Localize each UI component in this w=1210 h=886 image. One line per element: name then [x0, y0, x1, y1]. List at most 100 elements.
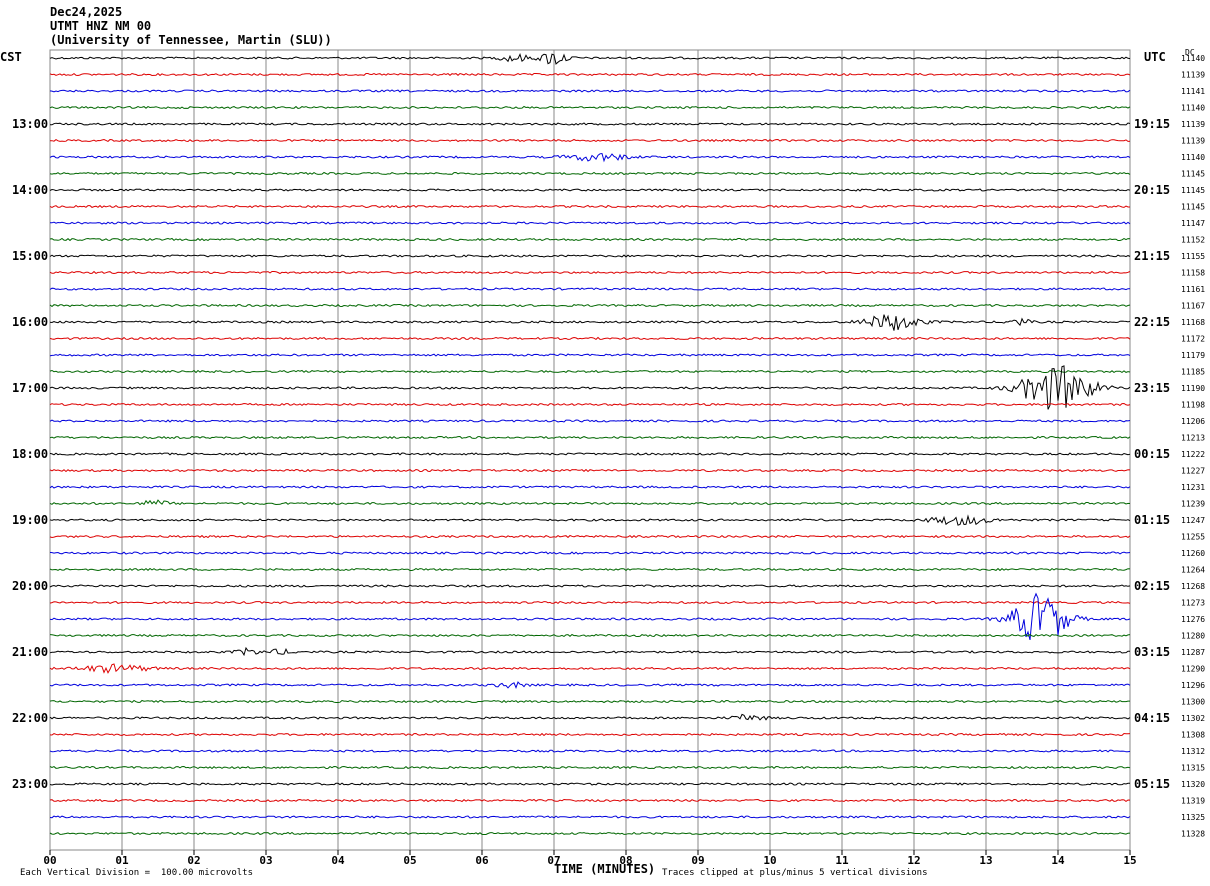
dc-value-label: 11141 — [1181, 87, 1205, 96]
dc-value-label: 11190 — [1181, 384, 1205, 393]
dc-value-label: 11147 — [1181, 219, 1205, 228]
dc-value-label: 11268 — [1181, 582, 1205, 591]
dc-value-label: 11273 — [1181, 599, 1205, 608]
x-tick-label: 13 — [979, 854, 992, 867]
x-tick-label: 01 — [115, 854, 129, 867]
left-hour-label: 17:00 — [12, 381, 48, 395]
seismic-trace — [49, 584, 1131, 588]
right-hour-label: 19:15 — [1134, 117, 1170, 131]
seismic-trace — [49, 353, 1131, 357]
dc-value-label: 11287 — [1181, 648, 1205, 657]
dc-value-label: 11264 — [1181, 566, 1205, 575]
right-hour-label: 05:15 — [1134, 777, 1170, 791]
left-timezone-label: CST — [0, 50, 22, 64]
x-axis-label: TIME (MINUTES) — [554, 862, 656, 876]
x-tick-label: 12 — [907, 854, 920, 867]
dc-value-label: 11139 — [1181, 137, 1205, 146]
dc-value-label: 11247 — [1181, 516, 1205, 525]
seismic-trace — [49, 681, 1131, 689]
seismic-trace — [49, 402, 1131, 407]
seismic-trace — [49, 765, 1131, 770]
seismic-trace — [49, 499, 1131, 506]
seismic-trace — [49, 419, 1131, 423]
dc-value-label: 11198 — [1181, 401, 1205, 410]
dc-value-label: 11312 — [1181, 747, 1205, 756]
seismic-trace — [49, 314, 1131, 331]
x-tick-label: 07 — [547, 854, 560, 867]
dc-value-label: 11213 — [1181, 434, 1205, 443]
x-tick-label: 09 — [691, 854, 704, 867]
right-hour-label: 03:15 — [1134, 645, 1170, 659]
seismic-trace — [49, 122, 1131, 126]
seismic-trace — [49, 204, 1130, 209]
seismic-trace — [49, 452, 1131, 456]
dc-value-label: 11158 — [1181, 269, 1205, 278]
dc-value-label: 11320 — [1181, 780, 1205, 789]
station-label: UTMT HNZ NM 00 — [50, 19, 152, 33]
dc-header-label: DC — [1185, 48, 1195, 57]
dc-value-label: 11227 — [1181, 467, 1205, 476]
seismic-trace — [49, 435, 1131, 440]
seismic-trace — [49, 468, 1131, 473]
dc-value-label: 11140 — [1181, 104, 1205, 113]
clip-note: Traces clipped at plus/minus 5 vertical … — [662, 868, 928, 878]
left-hour-label: 22:00 — [12, 711, 48, 725]
left-hour-label: 21:00 — [12, 645, 48, 659]
right-hour-label: 20:15 — [1134, 183, 1170, 197]
x-tick-label: 04 — [331, 854, 345, 867]
x-tick-label: 00 — [43, 854, 56, 867]
dc-value-label: 11296 — [1181, 681, 1205, 690]
seismic-trace — [49, 171, 1131, 176]
seismic-trace — [49, 646, 1131, 657]
dc-value-label: 11290 — [1181, 665, 1205, 674]
dc-value-label: 11222 — [1181, 450, 1205, 459]
right-hour-label: 23:15 — [1134, 381, 1170, 395]
right-hour-label: 04:15 — [1134, 711, 1170, 725]
left-hour-label: 14:00 — [12, 183, 48, 197]
date-label: Dec24,2025 — [50, 5, 123, 19]
seismic-trace — [49, 369, 1131, 374]
x-tick-label: 08 — [619, 854, 632, 867]
dc-value-label: 11302 — [1181, 714, 1205, 723]
seismic-trace — [49, 592, 1131, 641]
seismic-trace — [49, 254, 1131, 258]
dc-value-label: 11172 — [1181, 335, 1205, 344]
dc-value-label: 11206 — [1181, 417, 1205, 426]
scale-note: Each Vertical Division = 100.00 microvol… — [20, 868, 253, 878]
dc-value-label: 11328 — [1181, 830, 1205, 839]
seismic-trace — [49, 663, 1131, 674]
dc-value-label: 11319 — [1181, 797, 1205, 806]
seismic-trace — [49, 798, 1131, 803]
dc-value-label: 11168 — [1181, 318, 1205, 327]
seismic-trace — [49, 270, 1131, 275]
dc-value-label: 11161 — [1181, 285, 1205, 294]
plot-frame — [49, 49, 1131, 851]
seismic-trace — [49, 221, 1131, 225]
seismic-trace — [49, 105, 1131, 110]
dc-value-label: 11315 — [1181, 764, 1205, 773]
seismic-trace — [49, 53, 1131, 65]
dc-value-label: 11152 — [1181, 236, 1205, 245]
dc-value-label: 11255 — [1181, 533, 1205, 542]
left-hour-label: 13:00 — [12, 117, 48, 131]
seismic-trace — [49, 567, 1131, 572]
seismic-trace — [49, 303, 1131, 308]
left-hour-label: 15:00 — [12, 249, 48, 263]
seismic-trace — [49, 534, 1131, 539]
dc-value-label: 11140 — [1181, 153, 1205, 162]
x-tick-label: 06 — [475, 854, 489, 867]
seismic-trace — [49, 336, 1131, 341]
seismic-trace — [49, 551, 1131, 555]
seismic-trace — [49, 732, 1131, 737]
right-timezone-label: UTC — [1144, 50, 1166, 64]
dc-value-label: 11231 — [1181, 483, 1205, 492]
seismic-trace — [49, 237, 1131, 242]
seismic-trace — [49, 713, 1131, 721]
dc-value-label: 11308 — [1181, 731, 1205, 740]
dc-value-label: 11167 — [1181, 302, 1205, 311]
dc-value-label: 11145 — [1181, 170, 1205, 179]
left-hour-label: 16:00 — [12, 315, 48, 329]
dc-value-label: 11139 — [1181, 120, 1205, 129]
x-tick-label: 02 — [187, 854, 200, 867]
